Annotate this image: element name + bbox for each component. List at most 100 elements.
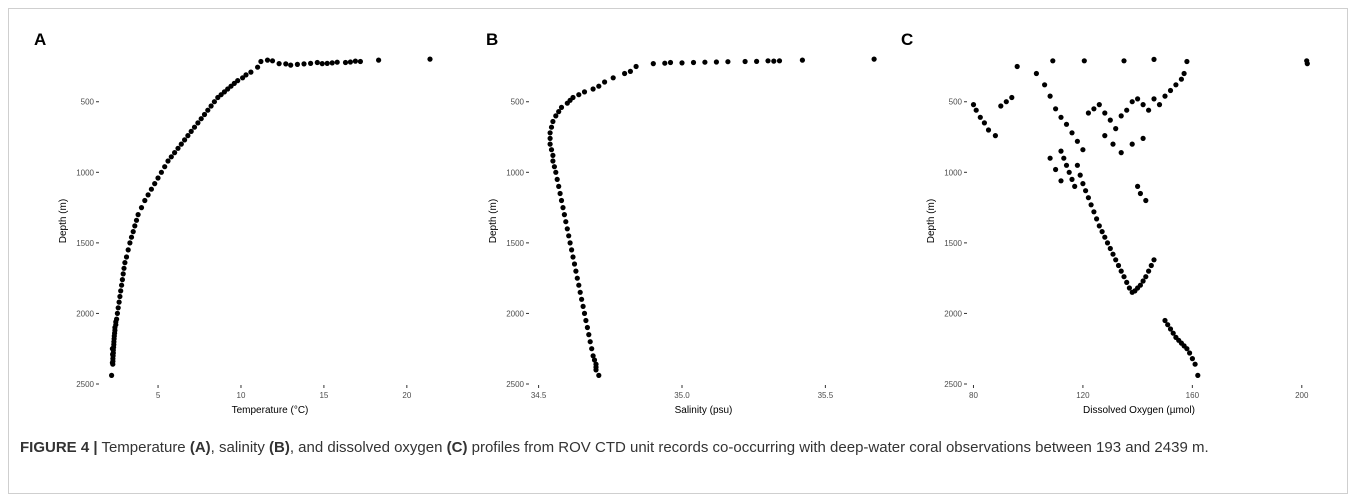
data-point xyxy=(1146,107,1152,113)
data-point xyxy=(556,183,562,189)
data-point xyxy=(347,59,353,65)
panel-b-xtick-label: 35.5 xyxy=(818,391,834,400)
panel-a-xtick-label: 20 xyxy=(402,391,411,400)
panel-c-y-axis-title: Depth (m) xyxy=(926,199,937,243)
data-point xyxy=(120,271,126,277)
data-point xyxy=(569,247,575,253)
data-point xyxy=(188,128,194,134)
data-point xyxy=(1074,138,1080,144)
data-point xyxy=(276,61,282,67)
data-point xyxy=(352,58,358,64)
data-point xyxy=(1162,317,1168,324)
caption-text-2: , salinity xyxy=(210,439,270,456)
data-point xyxy=(135,212,141,218)
data-point xyxy=(1061,155,1067,161)
data-point xyxy=(1074,162,1080,168)
data-point xyxy=(992,133,999,139)
data-point xyxy=(1148,262,1154,269)
data-point xyxy=(130,229,136,235)
data-point xyxy=(1069,130,1075,136)
data-point xyxy=(1077,172,1083,178)
data-point xyxy=(127,240,133,246)
data-point xyxy=(1195,372,1201,378)
panel-c-xtick-label: 160 xyxy=(1186,391,1200,400)
data-point xyxy=(581,89,588,95)
data-point xyxy=(1156,102,1163,108)
panel-a-ytick-label: 2000 xyxy=(76,309,94,318)
data-point xyxy=(1102,110,1108,116)
data-point xyxy=(1113,126,1119,132)
data-point xyxy=(567,240,573,246)
data-point xyxy=(1096,223,1102,229)
data-point xyxy=(1110,141,1116,147)
data-point xyxy=(547,135,553,141)
data-point xyxy=(185,133,191,139)
data-point xyxy=(973,107,979,113)
data-point xyxy=(548,124,555,130)
data-point xyxy=(1094,216,1100,222)
figure-caption: FIGURE 4 | Temperature (A), salinity (B)… xyxy=(20,437,1340,458)
data-point xyxy=(713,59,720,65)
panel-b-ytick-label: 500 xyxy=(511,98,525,107)
data-point xyxy=(1140,278,1146,284)
data-point xyxy=(211,99,217,105)
panel-b-ytick-label: 2500 xyxy=(506,380,524,389)
panel-c-xtick-label: 120 xyxy=(1076,391,1090,400)
data-point xyxy=(581,310,588,316)
data-point xyxy=(554,176,560,182)
data-point xyxy=(1143,274,1149,280)
data-point xyxy=(1085,110,1091,116)
data-point xyxy=(195,120,201,126)
data-point xyxy=(1047,155,1053,161)
data-point xyxy=(1091,209,1097,215)
data-point xyxy=(1009,94,1015,101)
panel-a-points xyxy=(109,56,433,378)
caption-figure-label: FIGURE 4 | xyxy=(20,439,98,456)
data-point xyxy=(1184,58,1190,65)
panel-a-x-axis-title: Temperature (°C) xyxy=(232,405,309,416)
caption-ref-a: (A) xyxy=(189,439,211,456)
panel-c-ytick-label: 2000 xyxy=(944,309,962,318)
data-point xyxy=(308,60,314,66)
data-point xyxy=(563,219,569,225)
data-point xyxy=(998,103,1004,109)
data-point xyxy=(165,158,171,164)
data-point xyxy=(288,62,294,68)
panel-a-xtick-label: 5 xyxy=(156,391,161,400)
data-point xyxy=(610,75,616,81)
data-point xyxy=(125,247,131,253)
data-point xyxy=(117,293,123,300)
data-point xyxy=(1129,99,1135,105)
data-point xyxy=(1124,107,1130,113)
data-point xyxy=(110,351,116,357)
data-point xyxy=(557,190,563,197)
data-point xyxy=(294,61,300,67)
data-point xyxy=(1058,178,1064,184)
data-point xyxy=(1187,350,1193,356)
data-point xyxy=(1121,274,1127,280)
data-point xyxy=(1014,63,1020,70)
data-point xyxy=(255,64,261,70)
data-point xyxy=(182,137,188,143)
data-point xyxy=(1146,268,1152,274)
data-point xyxy=(324,60,330,66)
data-point xyxy=(145,192,151,198)
data-point xyxy=(243,72,249,78)
data-point xyxy=(138,205,145,211)
data-point xyxy=(168,154,174,160)
data-point xyxy=(119,277,125,283)
data-point xyxy=(547,141,553,147)
data-point xyxy=(550,118,556,125)
data-point xyxy=(1115,262,1122,269)
data-point xyxy=(754,58,760,64)
data-point xyxy=(269,58,276,64)
panel-b-points xyxy=(547,56,877,378)
data-point xyxy=(1053,166,1059,173)
data-point xyxy=(1167,87,1174,94)
panel-c: C 500 1000 1500 2000 2500 80 120 160 200 Dissolved… xyxy=(901,30,1310,416)
data-point xyxy=(248,69,254,75)
data-point xyxy=(1063,121,1070,127)
data-point xyxy=(871,56,877,62)
data-point xyxy=(765,58,771,64)
data-point xyxy=(1143,197,1149,204)
